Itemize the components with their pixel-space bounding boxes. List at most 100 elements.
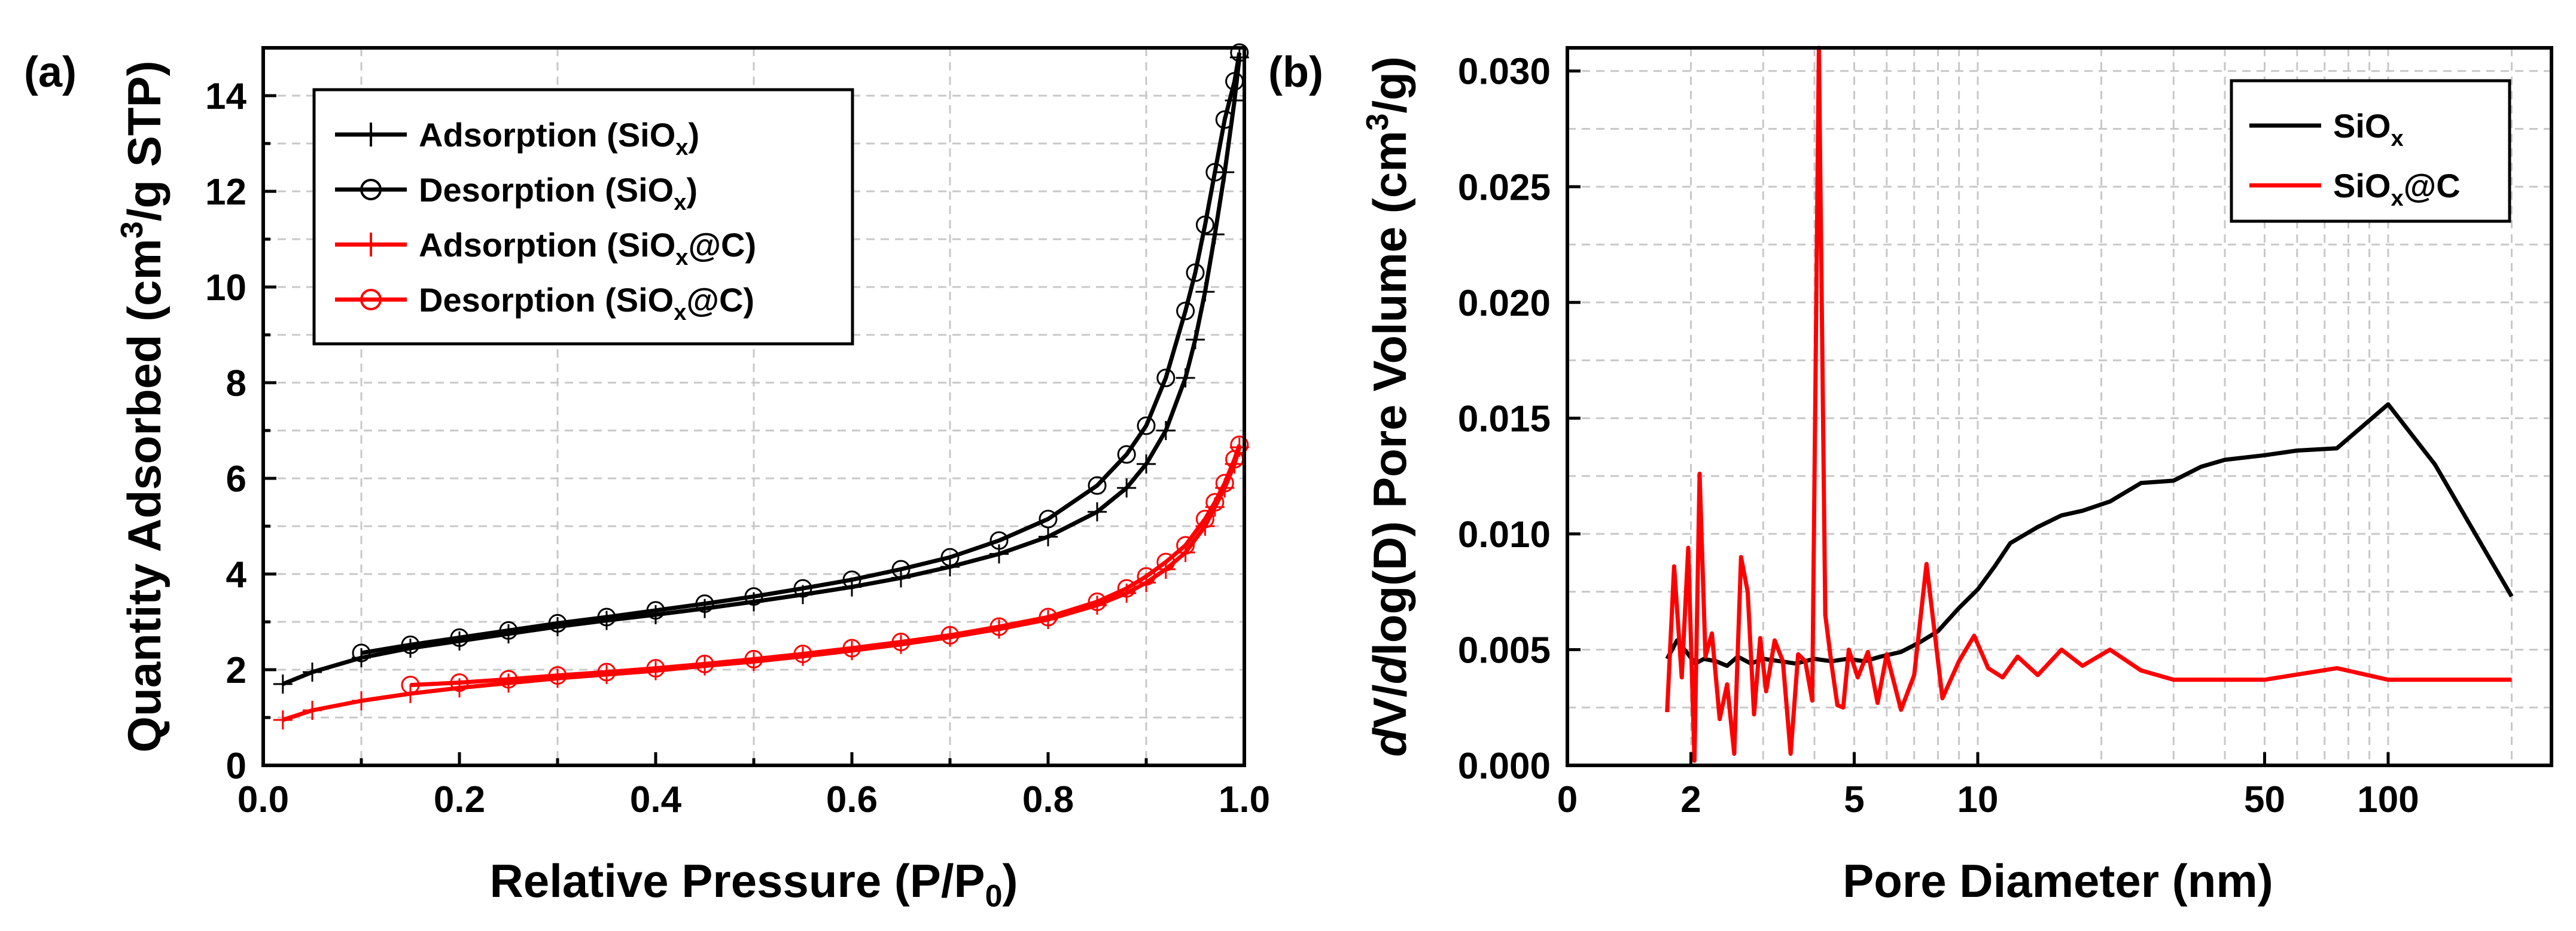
panel-a-y-tick-label: 8	[226, 363, 246, 404]
panel-a-series-0-point	[1088, 502, 1107, 521]
panel-b-label: (b)	[1268, 48, 1323, 96]
panel-a-y-tick-label: 12	[205, 172, 246, 213]
panel-a-legend-label: Desorption (SiOx)	[419, 171, 698, 215]
panel-a-series-3-point	[450, 673, 469, 692]
panel-a-series-1-point	[1156, 368, 1176, 387]
panel-a-series-1-point	[597, 608, 616, 627]
panel-a-series-2-point	[352, 691, 371, 710]
panel-a-series-3-point	[1039, 608, 1058, 627]
panel-b-x-tick-label: 50	[2244, 779, 2285, 820]
panel-a-legend-marker	[360, 233, 382, 257]
panel-a-series-0-point	[989, 544, 1009, 564]
panel-a-series-0-point	[450, 631, 469, 651]
panel-b-chart: (b) 0 2 5 10 50 1000.0000.0050.0100.0150.0200…	[1268, 45, 2553, 907]
panel-a-series-0-line	[282, 57, 1242, 686]
panel-a-series-3-point	[989, 617, 1009, 636]
panel-a-series-1-point	[1039, 509, 1058, 529]
panel-a-series-0-point	[1156, 421, 1176, 440]
panel-b-series	[1665, 45, 2514, 763]
panel-a-series-3-point	[646, 659, 665, 678]
panel-b-y-tick-label: 0.005	[1458, 630, 1551, 671]
panel-b-y-tick-label: 0.030	[1458, 51, 1551, 93]
panel-a-series-0-point	[273, 674, 293, 694]
panel-a-series-1-point	[744, 587, 763, 606]
panel-a-legend-label: Adsorption (SiOx@C)	[419, 226, 756, 270]
panel-a-series-3-point	[744, 649, 763, 669]
panel-a-series-2-point	[303, 701, 322, 720]
panel-a-legend-marker	[360, 179, 382, 200]
panel-a-series-3-point	[842, 639, 861, 658]
panel-a-series-0-point	[597, 611, 616, 630]
panel-a-legend-label: Desorption (SiOx@C)	[419, 281, 754, 325]
panel-a-series-3-point	[1117, 579, 1136, 598]
panel-a-series-1-point	[1088, 476, 1107, 495]
panel-a-series-0-point	[1176, 368, 1195, 387]
panel-a-series-1-point	[1205, 163, 1225, 182]
panel-a-series-1-point	[695, 594, 714, 613]
panel-b-x-axis-title: Pore Diameter (nm)	[1843, 854, 2273, 907]
panel-a-series-1-point	[499, 621, 518, 640]
panel-a-series-1-point	[891, 560, 911, 579]
panel-a-series-3-point	[695, 654, 714, 673]
panel-a-series-3-point	[891, 633, 911, 652]
panel-a-series-0-point	[303, 663, 322, 682]
panel-a-series-3-point	[597, 663, 616, 682]
panel-a-series-1-point	[450, 628, 469, 647]
panel-a-series	[273, 43, 1249, 729]
panel-a-y-tick-label: 10	[205, 267, 246, 309]
panel-a-series-3-point	[1195, 509, 1214, 529]
panel-a-series-2-point	[273, 710, 293, 729]
panel-a-series-1-point	[989, 531, 1009, 550]
panel-a-series-3-point	[1156, 553, 1176, 572]
panel-b-x-tick-label: 2	[1680, 779, 1701, 820]
panel-a-series-1-point	[646, 601, 665, 620]
panel-a-series-3-point	[940, 625, 960, 645]
panel-a-series-3-point	[548, 666, 567, 685]
panel-a-x-tick-label: 0.2	[434, 779, 485, 820]
panel-a-x-tick-label: 0.8	[1022, 779, 1074, 820]
panel-b-y-tick-label: 0.015	[1458, 398, 1551, 439]
panel-a-series-2-point	[499, 673, 518, 693]
panel-a-series-1-point	[842, 570, 861, 590]
panel-a-x-tick-label: 0.4	[630, 779, 682, 820]
panel-a-series-0-point	[401, 639, 420, 658]
panel-a-series-1-point	[548, 613, 567, 633]
panel-a-series-1-point	[1117, 445, 1136, 464]
panel-a-series-0-point	[1195, 282, 1215, 301]
panel-b-y-tick-label: 0.025	[1458, 167, 1551, 208]
panel-a-x-tick-label: 0.0	[237, 779, 289, 820]
panel-b-legend-box	[2230, 79, 2511, 223]
panel-a-series-0-point	[548, 617, 567, 636]
panel-a-ticks: 0.0 0.2 0.4 0.6 0.8 1.0 0 2 4 6 8 10 12 14	[205, 76, 1270, 820]
panel-b-y-tick-label: 0.010	[1458, 514, 1551, 555]
panel-a-series-3-point	[793, 645, 812, 664]
panel-a-label: (a)	[24, 48, 77, 96]
panel-a-y-tick-label: 14	[205, 76, 246, 117]
panel-a-series-0-point	[940, 557, 960, 576]
panel-a-series-1-point	[1137, 416, 1156, 435]
panel-a-series-0-point	[1039, 527, 1058, 547]
panel-a-series-0-point	[1137, 454, 1156, 474]
panel-b-plot-frame	[1566, 46, 2553, 767]
panel-a-chart: (a) 0.0 0.2 0.4 0.6 0.8 1.0 0 2 4 6 8 10 12 14 Adsorp…	[24, 43, 1270, 914]
panel-a-series-3-point	[499, 670, 518, 689]
panel-a-series-3-point	[1176, 536, 1195, 555]
panel-b-series-1-line	[1665, 45, 2512, 763]
panel-a-legend-label: Adsorption (SiOx)	[419, 116, 699, 160]
panel-a-series-0-point	[1117, 478, 1137, 497]
panel-b-x-tick-label: 5	[1844, 779, 1864, 820]
panel-b-y-tick-label: 0.020	[1458, 283, 1551, 324]
panel-b-series-0-line	[1665, 402, 2514, 668]
panel-a-series-1-point	[940, 548, 960, 567]
panel-b-x-tick-label: 0	[1557, 779, 1578, 820]
panel-b-ticks: 0 2 5 10 50 100 0.000 0.005 0.010 0.015 0.020 0.025…	[1458, 51, 2419, 820]
panel-a-series-0-point	[1186, 330, 1205, 349]
panel-a-y-tick-label: 4	[226, 554, 247, 596]
panel-b-y-tick-label: 0.000	[1458, 746, 1551, 787]
panel-a-y-tick-label: 0	[226, 746, 246, 787]
panel-a-series-1-point	[1176, 301, 1195, 320]
panel-a-y-tick-label: 6	[226, 459, 246, 500]
panel-a-x-tick-label: 1.0	[1219, 779, 1270, 820]
panel-a-series-3-point	[1205, 493, 1225, 512]
